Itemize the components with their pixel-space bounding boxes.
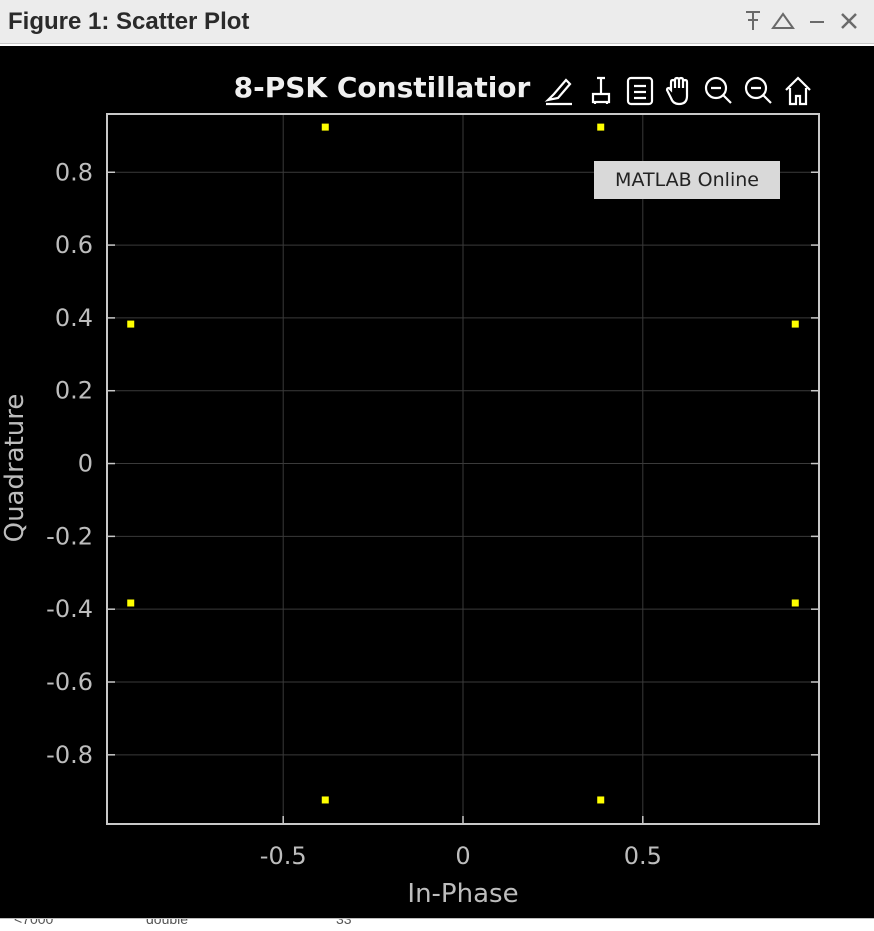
x-axis-label: In-Phase	[407, 879, 518, 909]
zoom-out-icon[interactable]	[744, 76, 772, 104]
y-tick-label: -0.6	[46, 668, 93, 696]
scatter-point	[791, 599, 799, 607]
grid-lines	[107, 114, 819, 824]
strip-fragment: <7000	[14, 918, 54, 927]
data-points	[127, 123, 799, 804]
undock-icon[interactable]	[770, 6, 796, 36]
minimize-icon[interactable]	[804, 6, 830, 36]
y-axis-label: Quadrature	[0, 394, 30, 543]
y-tick-label: 0.2	[55, 377, 93, 405]
scatter-point	[597, 123, 605, 131]
tooltip: MATLAB Online	[594, 161, 780, 199]
close-icon[interactable]	[836, 6, 862, 36]
data-tip-icon[interactable]	[591, 76, 611, 104]
y-tick-label: 0.8	[55, 158, 93, 186]
chart-title: 8-PSK Constillatior	[234, 71, 531, 104]
y-tick-label: -0.2	[46, 522, 93, 550]
scatter-point	[127, 320, 135, 328]
window-title: Figure 1: Scatter Plot	[8, 8, 250, 35]
axes-toolbar	[544, 76, 811, 106]
zoom-in-icon[interactable]	[704, 76, 732, 104]
scatter-chart[interactable]: -0.5 0 0.5 -0.8 -0.6 -0.4 -0.2 0 0.2 0.4 0.6 0.8 8-…	[0, 46, 874, 918]
x-tick-label: -0.5	[260, 842, 307, 870]
strip-fragment: double	[146, 918, 189, 927]
legend-icon[interactable]	[626, 76, 654, 106]
ticks: -0.5 0 0.5 -0.8 -0.6 -0.4 -0.2 0 0.2 0.4 0.6 0.8	[46, 158, 819, 870]
x-tick-label: 0	[455, 842, 470, 870]
pin-icon[interactable]	[740, 6, 766, 36]
strip-fragment: 33	[336, 918, 352, 927]
x-tick-label: 0.5	[624, 842, 662, 870]
y-tick-label: -0.4	[46, 595, 93, 623]
window-titlebar: Figure 1: Scatter Plot	[0, 0, 874, 44]
scatter-point	[321, 123, 329, 131]
y-tick-label: 0.6	[55, 231, 93, 259]
brush-icon[interactable]	[544, 78, 572, 106]
scatter-point	[597, 796, 605, 804]
pan-hand-icon[interactable]	[665, 76, 689, 106]
scatter-point	[321, 796, 329, 804]
y-tick-label: 0.4	[55, 304, 93, 332]
scatter-point	[127, 599, 135, 607]
scatter-point	[791, 320, 799, 328]
background-workspace-strip: <7000 double 33	[0, 918, 874, 931]
y-tick-label: -0.8	[46, 741, 93, 769]
home-icon[interactable]	[785, 76, 811, 106]
y-tick-label: 0	[78, 450, 93, 478]
